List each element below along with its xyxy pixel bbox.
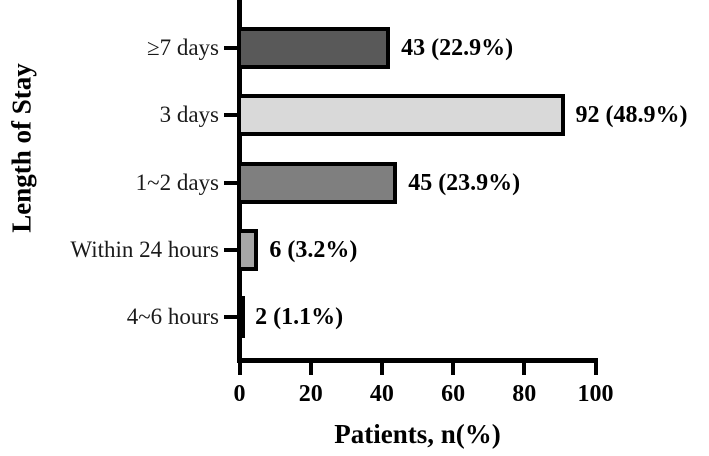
x-tick-label: 60 [441,381,466,407]
value-label: 45 (23.9%) [408,169,521,196]
y-axis-title: Length of Stay [6,63,37,233]
x-tick [308,363,313,375]
y-tick [224,46,237,50]
bar-0 [237,27,391,69]
y-tick [224,315,237,320]
category-label: 4~6 hours [126,304,219,330]
x-tick-label: 0 [233,381,246,407]
value-label: 6 (3.2%) [269,236,358,263]
y-tick [224,113,237,118]
x-tick-label: 80 [512,381,537,407]
category-label: 1~2 days [135,169,219,195]
category-label: ≥7 days [146,35,219,60]
y-tick [224,247,237,252]
x-tick [593,363,598,375]
x-axis-line [237,358,598,363]
x-tick-label: 100 [577,381,614,407]
category-label: Within 24 hours [70,236,219,262]
x-axis-title: Patients, n(%) [334,419,501,449]
bar-4 [237,296,245,339]
x-tick-label: 20 [298,381,323,407]
category-label: 3 days [159,102,219,128]
value-label: 2 (1.1%) [255,304,344,331]
x-tick [522,363,527,375]
bar-1 [237,94,565,137]
bar-3 [237,228,259,271]
x-tick [451,363,456,375]
value-label: 43 (22.9%) [401,35,514,61]
x-tick-label: 40 [369,381,394,407]
y-tick [224,180,237,185]
x-tick [237,363,242,375]
bar-2 [237,161,398,204]
x-tick [379,363,384,375]
value-label: 92 (48.9%) [575,102,688,129]
